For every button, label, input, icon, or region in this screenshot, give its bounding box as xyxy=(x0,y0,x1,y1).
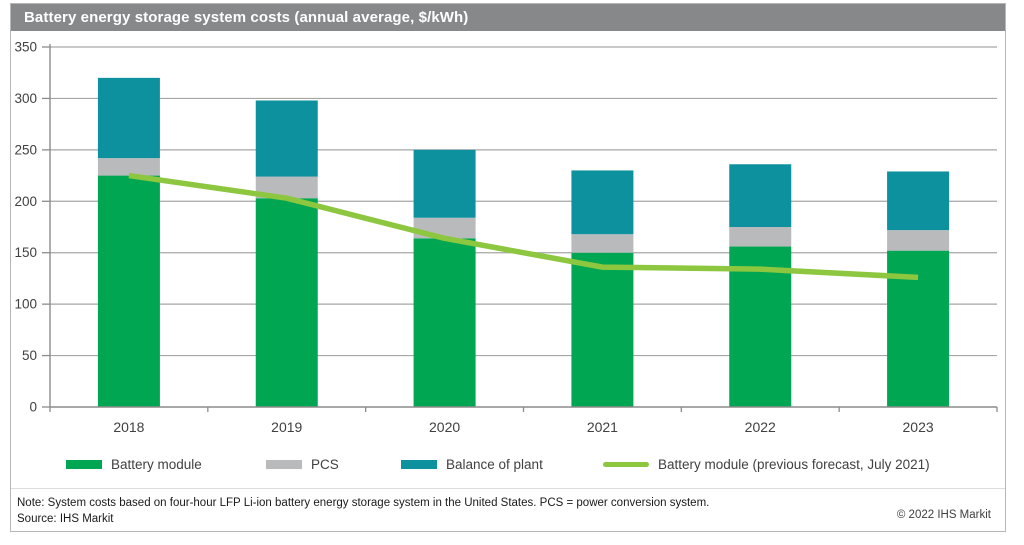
chart-title: Battery energy storage system costs (ann… xyxy=(11,4,1005,31)
bar-segment-battery-module xyxy=(97,175,160,407)
y-tick-label: 250 xyxy=(14,142,37,157)
bar-segment-pcs xyxy=(729,227,792,247)
x-axis-label: 2022 xyxy=(745,419,776,435)
chart-svg: 0 50 100 150 200 250 300 350 2018 2019 2020 2021 202… xyxy=(14,40,998,435)
legend: Battery module PCS Balance of plant Batt… xyxy=(11,453,1005,475)
bar-segment-pcs xyxy=(255,176,318,199)
bar-segment-battery-module xyxy=(729,246,792,407)
x-axis-label: 2021 xyxy=(587,419,618,435)
y-tick-label: 50 xyxy=(22,348,37,363)
battery-module-swatch-icon xyxy=(66,459,102,469)
forecast-line-swatch-icon xyxy=(603,461,649,467)
legend-label: Balance of plant xyxy=(446,456,543,472)
legend-label: PCS xyxy=(311,456,339,472)
copyright-text: © 2022 IHS Markit xyxy=(896,509,991,521)
bar-segment-battery-module xyxy=(571,252,634,407)
bar-segment-balance-of-plant xyxy=(97,77,160,159)
bar-segment-battery-module xyxy=(413,238,476,407)
bar-segment-balance-of-plant xyxy=(255,100,318,177)
bar-segment-balance-of-plant xyxy=(413,149,476,218)
x-axis-label: 2018 xyxy=(113,419,144,435)
legend-label: Battery module xyxy=(111,456,202,472)
plot-area: 0 50 100 150 200 250 300 350 2018 2019 2020 2021 202… xyxy=(11,36,1005,440)
y-tick-label: 350 xyxy=(14,40,37,55)
bar-segment-pcs xyxy=(97,158,160,176)
bar-segment-balance-of-plant xyxy=(887,171,950,231)
chart-panel: Battery energy storage system costs (ann… xyxy=(10,3,1006,532)
legend-item-balance-of-plant: Balance of plant xyxy=(401,453,543,475)
y-tick-label: 150 xyxy=(14,245,37,260)
bar-segment-pcs xyxy=(571,234,634,253)
footnotes: Note: System costs based on four-hour LF… xyxy=(17,495,709,527)
legend-label: Battery module (previous forecast, July … xyxy=(658,456,930,472)
pcs-swatch-icon xyxy=(266,459,302,469)
bar-segment-balance-of-plant xyxy=(729,164,792,227)
y-tick-label: 100 xyxy=(14,297,37,312)
legend-item-battery-module: Battery module xyxy=(66,453,202,475)
source-text: Source: IHS Markit xyxy=(17,513,114,525)
x-axis-label: 2019 xyxy=(271,419,302,435)
legend-item-forecast: Battery module (previous forecast, July … xyxy=(603,453,930,475)
bar-segment-battery-module xyxy=(255,198,318,407)
footer-divider xyxy=(11,488,1005,489)
x-axis-label: 2023 xyxy=(903,419,934,435)
balance-of-plant-swatch-icon xyxy=(401,459,437,469)
x-axis-label: 2020 xyxy=(429,419,460,435)
y-tick-label: 0 xyxy=(29,400,37,415)
y-tick-label: 300 xyxy=(14,91,37,106)
bar-segment-pcs xyxy=(887,230,950,251)
bar-segment-balance-of-plant xyxy=(571,170,634,235)
note-text: Note: System costs based on four-hour LF… xyxy=(17,497,710,509)
legend-item-pcs: PCS xyxy=(266,453,339,475)
forecast-line xyxy=(128,172,919,281)
y-tick-label: 200 xyxy=(14,194,37,209)
